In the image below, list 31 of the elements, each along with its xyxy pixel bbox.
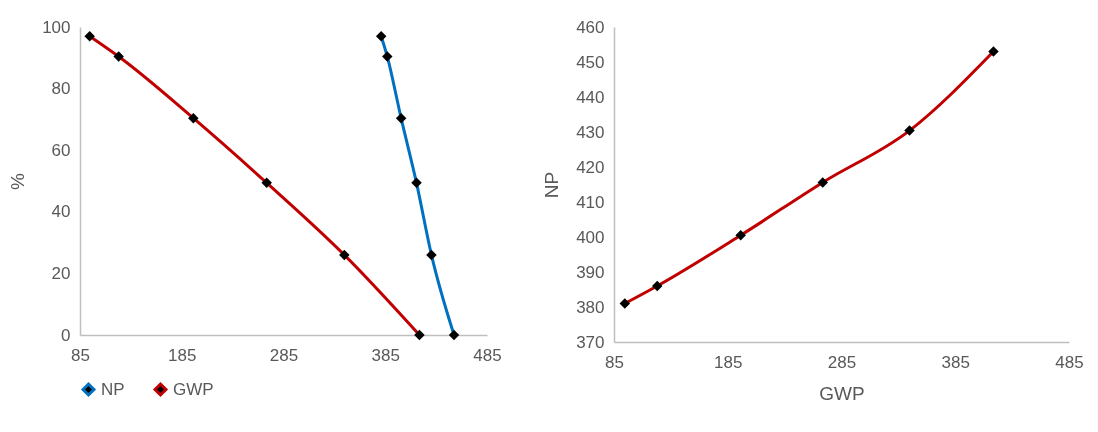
y-tick-label: 430 [576,122,605,142]
x-tick-label: 285 [827,352,857,372]
x-tick-label: 485 [473,345,502,365]
y-axis-title: % [7,172,29,190]
y-tick-label: 440 [576,87,605,107]
y-tick-label: 100 [42,17,71,37]
y-tick-label: 460 [576,17,605,37]
y-tick-label: 80 [51,79,71,99]
x-tick-label: 185 [168,345,197,365]
x-tick-label: 385 [371,345,400,365]
y-tick-label: 380 [576,297,605,317]
y-tick-label: 450 [576,52,605,72]
x-tick-label: 485 [1055,352,1084,372]
y-tick-label: 410 [576,192,605,212]
y-tick-label: 370 [576,332,605,352]
y-tick-label: 420 [576,157,605,177]
x-tick-label: 385 [941,352,970,372]
legend-label: NP [101,379,125,399]
x-axis-title: GWP [819,382,865,404]
legend-label: GWP [173,379,214,399]
x-tick-label: 285 [269,345,299,365]
y-tick-label: 0 [61,325,71,345]
y-tick-label: 40 [51,202,71,222]
y-tick-label: 60 [51,140,71,160]
y-tick-label: 390 [576,262,605,282]
x-tick-label: 85 [71,345,90,365]
y-tick-label: 20 [51,263,71,283]
x-tick-label: 85 [605,352,624,372]
y-axis-title: NP [541,171,563,199]
y-tick-label: 400 [576,227,605,247]
x-tick-label: 185 [714,352,743,372]
